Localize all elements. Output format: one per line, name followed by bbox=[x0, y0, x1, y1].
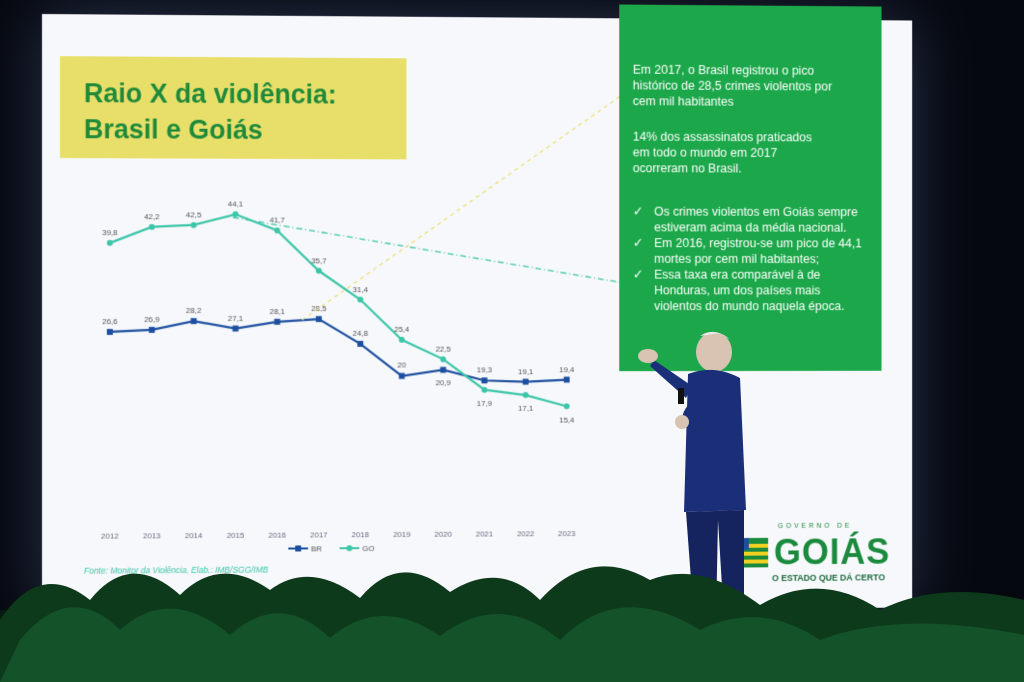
data-label: 35,7 bbox=[311, 256, 327, 265]
data-label: 41,7 bbox=[270, 216, 286, 225]
data-point bbox=[190, 318, 197, 325]
data-label: 42,2 bbox=[144, 212, 160, 221]
violence-line-chart: 2012 2013 2014 2015 2016 2017 2018 2019 2020 2021… bbox=[84, 14, 633, 576]
data-label: 19,1 bbox=[518, 367, 534, 376]
data-point bbox=[357, 296, 364, 303]
data-point bbox=[232, 325, 239, 332]
data-label: 26,6 bbox=[102, 317, 118, 326]
x-tick-label: 2012 bbox=[101, 532, 119, 541]
panel-bullet-1: Os crimes violentos em Goiás sempre esti… bbox=[654, 204, 858, 235]
data-point bbox=[107, 240, 114, 247]
legend-marker bbox=[295, 545, 302, 552]
goias-logo: GOVERNO DE GOIÁS O ESTADO QUE DÁ CERTO bbox=[730, 520, 893, 599]
legend-label-BR: BR bbox=[311, 544, 322, 553]
data-point bbox=[315, 267, 322, 274]
x-tick-label: 2016 bbox=[268, 531, 286, 540]
data-label: 28,5 bbox=[311, 304, 327, 313]
panel-paragraph-2: 14% dos assassinatos praticados em todo … bbox=[632, 129, 812, 176]
panel-bullet-3: Essa taxa era comparável à de Honduras, … bbox=[654, 267, 845, 314]
data-label: 28,2 bbox=[186, 306, 202, 315]
data-point bbox=[232, 211, 239, 218]
series-line-BR bbox=[110, 319, 567, 382]
check-icon: ✓ bbox=[632, 236, 643, 250]
data-label: 22,5 bbox=[436, 344, 452, 353]
data-point bbox=[274, 227, 281, 234]
projection-screen: Raio X da violência: Brasil e Goiás 2012… bbox=[42, 4, 913, 614]
data-label: 28,1 bbox=[270, 307, 286, 316]
data-point bbox=[357, 340, 364, 347]
data-label: 17,1 bbox=[518, 404, 534, 413]
x-tick-label: 2014 bbox=[185, 531, 203, 540]
legend-label-GO: GO bbox=[362, 544, 374, 553]
panel-bullet-2: Em 2016, registrou-se um pico de 44,1 mo… bbox=[654, 236, 862, 266]
x-tick-label: 2013 bbox=[143, 531, 161, 540]
check-icon: ✓ bbox=[632, 267, 643, 282]
data-point bbox=[274, 318, 281, 325]
data-point bbox=[149, 224, 156, 231]
data-point bbox=[315, 316, 322, 323]
data-label: 26,9 bbox=[144, 315, 160, 324]
series-line-GO bbox=[110, 214, 567, 407]
x-tick-label: 2022 bbox=[517, 529, 535, 538]
info-panel: Em 2017, o Brasil registrou o pico histó… bbox=[619, 4, 882, 372]
data-label: 20 bbox=[397, 361, 406, 370]
data-label: 25,4 bbox=[394, 325, 410, 334]
data-label: 20,9 bbox=[436, 379, 452, 388]
data-point bbox=[481, 386, 488, 393]
x-tick-label: 2015 bbox=[227, 531, 245, 540]
x-tick-label: 2020 bbox=[434, 530, 452, 539]
data-label: 42,5 bbox=[186, 210, 202, 219]
x-tick-label: 2023 bbox=[558, 529, 576, 538]
flag-icon bbox=[735, 537, 769, 568]
data-point bbox=[563, 376, 570, 383]
panel-paragraph-1: Em 2017, o Brasil registrou o pico histó… bbox=[632, 62, 832, 109]
data-label: 19,3 bbox=[477, 366, 493, 375]
source-note: Fonte: Monitor da Violência. Elab.: IMB/… bbox=[84, 565, 269, 576]
data-label: 44,1 bbox=[228, 199, 244, 208]
x-tick-label: 2019 bbox=[393, 530, 411, 539]
data-point bbox=[149, 327, 156, 334]
x-tick-label: 2017 bbox=[310, 530, 328, 539]
data-label: 39,8 bbox=[102, 228, 118, 237]
data-point bbox=[107, 329, 114, 336]
foliage-foreground bbox=[0, 566, 1024, 682]
x-tick-label: 2018 bbox=[352, 530, 370, 539]
data-label: 17,9 bbox=[477, 399, 493, 408]
data-point bbox=[522, 392, 529, 399]
presenter-figure bbox=[638, 331, 746, 620]
data-label: 19,4 bbox=[559, 365, 575, 374]
data-label: 27,1 bbox=[228, 314, 244, 323]
x-tick-label: 2021 bbox=[476, 530, 494, 539]
data-point bbox=[522, 378, 529, 385]
data-point bbox=[440, 356, 447, 363]
data-point bbox=[398, 336, 405, 343]
data-point bbox=[481, 377, 488, 384]
data-label: 31,4 bbox=[353, 285, 369, 294]
legend-marker bbox=[346, 545, 353, 552]
data-point bbox=[191, 222, 198, 229]
data-point bbox=[563, 403, 570, 410]
logo-gov-text: GOVERNO DE bbox=[777, 522, 853, 530]
check-icon: ✓ bbox=[632, 204, 643, 219]
data-label: 24,8 bbox=[353, 329, 369, 338]
data-point bbox=[398, 372, 405, 379]
data-point bbox=[440, 366, 447, 373]
data-label: 15,4 bbox=[559, 415, 575, 424]
